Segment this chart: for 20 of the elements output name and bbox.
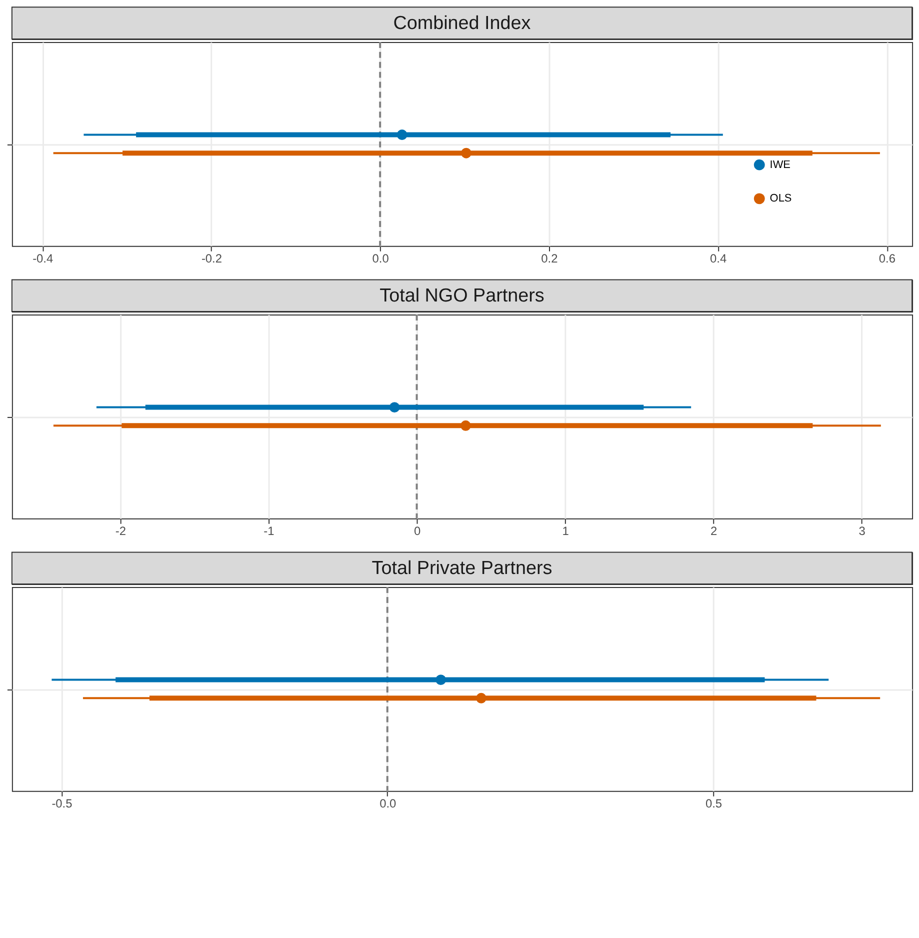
chart-title: Total Private Partners [372, 558, 552, 580]
x-tick-label: 0.4 [710, 251, 727, 266]
x-tick-label: 0.2 [541, 251, 558, 266]
x-tick-label: -0.2 [201, 251, 222, 266]
legend-label: OLS [770, 192, 792, 205]
x-tick-label: 2 [710, 524, 718, 538]
x-tick-label: 0.5 [705, 796, 722, 810]
x-tick-label: -1 [264, 524, 275, 538]
x-tick-label: 0.0 [372, 251, 390, 266]
x-tick-label: -2 [115, 524, 126, 538]
chart-title: Combined Index [393, 13, 532, 34]
x-tick-label: -0.5 [52, 796, 73, 810]
x-tick-label: 0.6 [878, 251, 896, 266]
legend-label: IWE [770, 158, 790, 171]
chart-title: Total NGO Partners [380, 286, 544, 307]
x-tick-label: 3 [858, 524, 866, 538]
x-tick-label: 1 [562, 524, 570, 538]
x-tick-label: 0 [414, 524, 421, 538]
x-tick-label: -0.4 [32, 251, 54, 266]
x-tick-label: 0.0 [380, 796, 397, 810]
